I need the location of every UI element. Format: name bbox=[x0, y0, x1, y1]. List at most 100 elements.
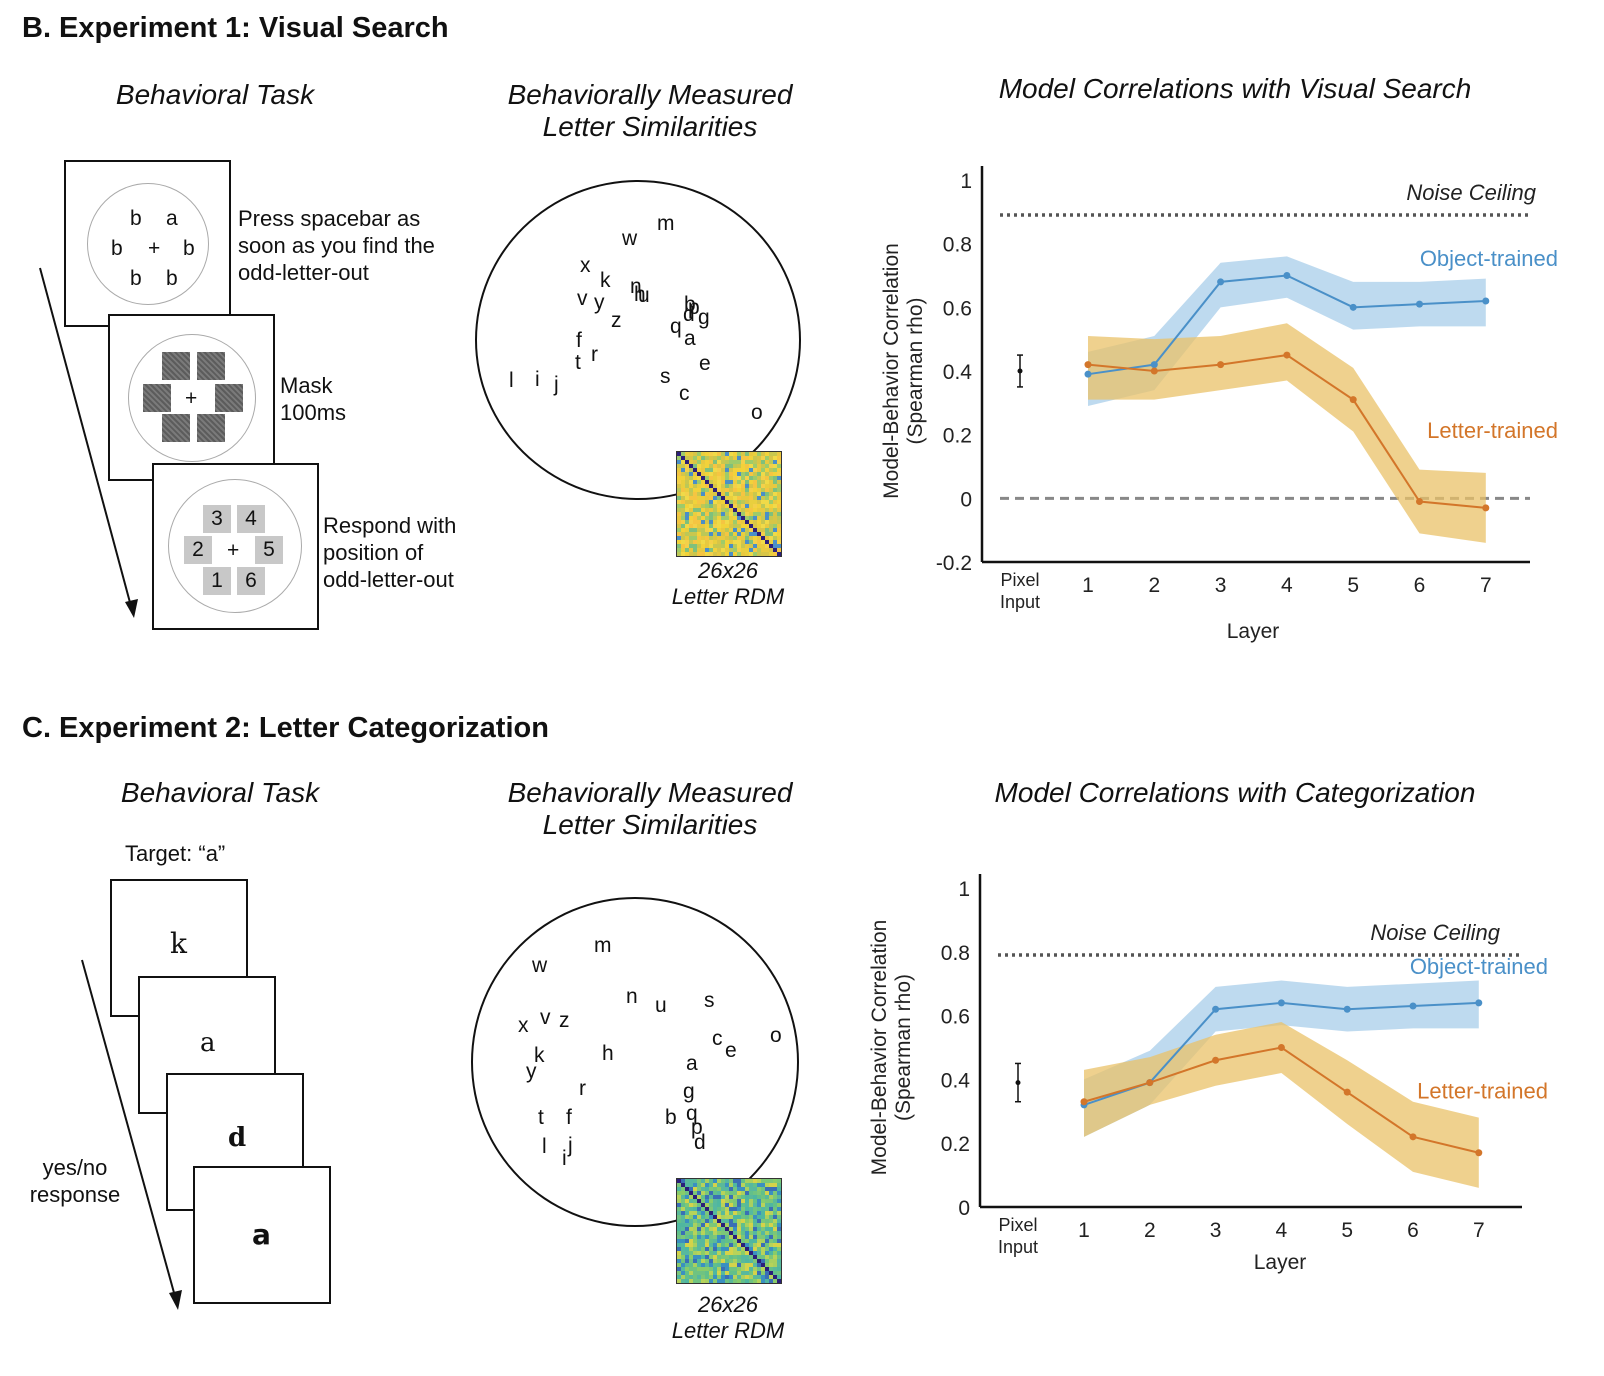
letter-point: j bbox=[568, 1134, 573, 1157]
letter-point: p bbox=[688, 296, 700, 319]
object-trained-point bbox=[1283, 272, 1291, 279]
time-arrow-b bbox=[39, 267, 138, 618]
similarity-space-c bbox=[471, 897, 799, 1227]
object-trained-point bbox=[1409, 1002, 1417, 1010]
x-axis-label: Layer bbox=[1227, 620, 1280, 643]
letter-point: o bbox=[751, 401, 763, 424]
letter-point: g bbox=[698, 306, 710, 329]
letter-trained-band bbox=[1088, 323, 1486, 543]
letter-point: m bbox=[657, 212, 675, 235]
search-glyph: a bbox=[166, 207, 178, 230]
y-tick-label: 1 bbox=[958, 878, 970, 901]
y-tick-label: 0 bbox=[960, 488, 972, 511]
rdm-heatmap-c bbox=[676, 1178, 782, 1284]
mask-patch bbox=[143, 384, 171, 412]
rdm-caption-b: 26x26 Letter RDM bbox=[671, 558, 785, 609]
object-trained-point bbox=[1416, 300, 1423, 308]
letter-point: h bbox=[634, 283, 646, 306]
x-tick-label: 5 bbox=[1341, 1219, 1353, 1242]
letter-trained-band bbox=[1084, 1021, 1479, 1188]
letter-point: v bbox=[540, 1006, 551, 1029]
search-glyph: b bbox=[183, 237, 195, 260]
letter-point: w bbox=[532, 954, 548, 977]
x-tick-label: 3 bbox=[1210, 1219, 1222, 1242]
letter-trained-point bbox=[1080, 1098, 1088, 1106]
x-tick-label: 1 bbox=[1082, 574, 1094, 597]
time-arrow-c bbox=[81, 959, 182, 1310]
letter-trained-point bbox=[1212, 1056, 1220, 1064]
mask-frame: + bbox=[108, 314, 275, 481]
letter-point: p bbox=[691, 1116, 703, 1139]
y-tick-label: 0 bbox=[958, 1197, 970, 1220]
letter-point: d bbox=[694, 1131, 706, 1154]
position-2-box: 4 bbox=[237, 505, 265, 533]
y-axis-label: (Spearman rho) bbox=[904, 297, 927, 444]
x-tick-label: 7 bbox=[1480, 574, 1492, 597]
response-circle bbox=[168, 479, 302, 613]
fixation-cross: + bbox=[185, 387, 198, 410]
y-tick-label: -0.2 bbox=[936, 552, 972, 575]
search-circle bbox=[87, 183, 209, 305]
letter-point: x bbox=[518, 1014, 529, 1037]
chart-b: -0.2 0 0.2 0.4 0.6 0.8 1 Noise Ceiling Object-tr… bbox=[880, 166, 1558, 643]
letter-point: b bbox=[665, 1106, 677, 1129]
position-1-box: 3 bbox=[203, 505, 231, 533]
letter-point: t bbox=[538, 1106, 544, 1129]
letter-point: o bbox=[770, 1024, 782, 1047]
noise-ceiling-label: Noise Ceiling bbox=[1370, 920, 1500, 945]
pixel-input-point bbox=[1015, 1080, 1021, 1086]
y-tick-label: 0.8 bbox=[941, 942, 970, 965]
object-trained-point bbox=[1277, 999, 1285, 1007]
y-tick-label: 0.4 bbox=[941, 1069, 971, 1092]
mask-patch bbox=[162, 352, 190, 380]
letter-trained-point bbox=[1482, 504, 1490, 512]
object-trained-point bbox=[1212, 1005, 1220, 1013]
letter-trained-point bbox=[1150, 367, 1158, 375]
similarity-title-b-2: Letter Similarities bbox=[542, 111, 758, 142]
pixel-input-label: Pixel bbox=[1000, 570, 1039, 590]
stimulus-letter: a bbox=[252, 1218, 271, 1251]
behavioral-task-title-c: Behavioral Task bbox=[120, 777, 320, 808]
letter-trained-point bbox=[1343, 1088, 1351, 1096]
letter-point: u bbox=[638, 284, 650, 307]
position-3-box: 2 bbox=[184, 536, 212, 564]
x-tick-label: 6 bbox=[1407, 1219, 1419, 1242]
y-tick-label: 0.6 bbox=[941, 1006, 970, 1029]
y-tick-label: 0.2 bbox=[943, 425, 972, 448]
x-tick-label: 4 bbox=[1276, 1219, 1288, 1242]
similarity-title-b-1: Behaviorally Measured bbox=[507, 79, 793, 110]
object-trained-label: Object-trained bbox=[1410, 954, 1548, 979]
stimulus-letter: k bbox=[170, 927, 187, 960]
chart-title-b: Model Correlations with Visual Search bbox=[998, 73, 1472, 104]
x-tick-label: 1 bbox=[1078, 1219, 1090, 1242]
fixation-cross: + bbox=[227, 539, 240, 562]
x-tick-label: 2 bbox=[1148, 574, 1160, 597]
letter-point: c bbox=[712, 1027, 723, 1050]
letter-trained-point bbox=[1409, 1133, 1417, 1141]
stimulus-letter: d bbox=[228, 1123, 247, 1153]
x-tick-label: 4 bbox=[1281, 574, 1293, 597]
target-label: Target: “a” bbox=[125, 841, 226, 866]
letter-point: u bbox=[655, 994, 667, 1017]
x-axis-label: Layer bbox=[1254, 1251, 1307, 1274]
letter-trained-point bbox=[1349, 396, 1357, 404]
letter-trained-point bbox=[1277, 1044, 1285, 1051]
letter-point: f bbox=[576, 329, 582, 352]
object-trained-point bbox=[1217, 278, 1225, 286]
letter-point: a bbox=[684, 327, 696, 350]
letter-point: y bbox=[526, 1060, 537, 1083]
letter-point: y bbox=[594, 291, 605, 314]
x-tick-label: 6 bbox=[1414, 574, 1426, 597]
letter-point: l bbox=[542, 1135, 547, 1158]
y-tick-label: 0.4 bbox=[943, 361, 973, 384]
y-tick-label: 0.6 bbox=[943, 297, 972, 320]
letter-point: m bbox=[594, 934, 612, 957]
similarity-title-c-2: Letter Similarities bbox=[542, 809, 758, 840]
y-tick-label: 0.2 bbox=[941, 1133, 970, 1156]
letter-trained-point bbox=[1416, 498, 1423, 506]
position-4-box: 5 bbox=[255, 536, 283, 564]
letter-point: k bbox=[534, 1044, 545, 1067]
letter-point: c bbox=[679, 382, 690, 405]
object-trained-point bbox=[1349, 303, 1357, 311]
behavioral-task-title-b: Behavioral Task bbox=[115, 79, 315, 110]
